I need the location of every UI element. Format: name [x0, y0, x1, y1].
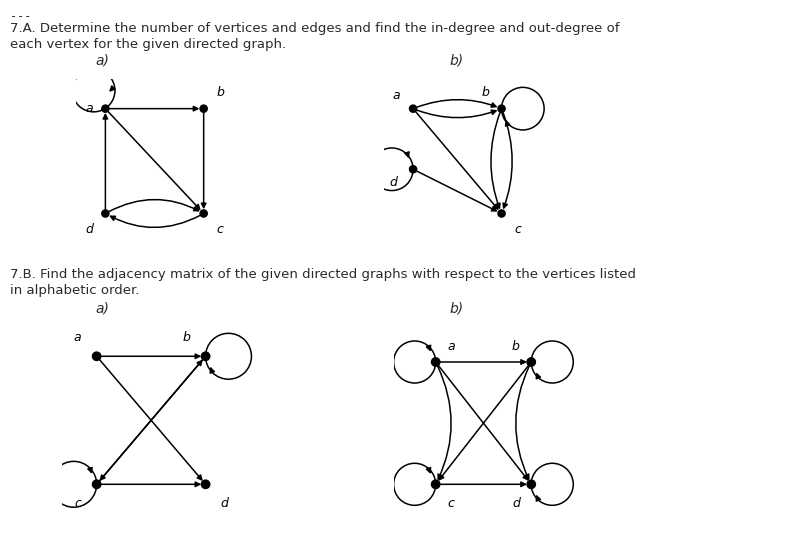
Text: each vertex for the given directed graph.: each vertex for the given directed graph… [10, 38, 286, 51]
Circle shape [527, 480, 536, 489]
Text: c: c [447, 497, 454, 510]
Text: b: b [481, 86, 489, 99]
Text: a): a) [95, 302, 109, 316]
Text: a: a [393, 89, 401, 102]
Circle shape [409, 105, 417, 112]
Text: c: c [514, 223, 522, 236]
Circle shape [201, 352, 210, 360]
Text: a): a) [95, 54, 109, 68]
Text: d: d [390, 176, 398, 189]
Text: a: a [73, 331, 81, 343]
Circle shape [409, 165, 417, 173]
Text: c: c [217, 223, 223, 236]
Circle shape [200, 210, 208, 217]
Circle shape [102, 105, 109, 112]
Text: d: d [221, 497, 229, 510]
Circle shape [432, 358, 440, 366]
Text: ---: --- [10, 10, 32, 23]
Text: in alphabetic order.: in alphabetic order. [10, 284, 140, 297]
Circle shape [432, 480, 440, 489]
Circle shape [201, 480, 210, 489]
Circle shape [200, 105, 208, 112]
Text: c: c [74, 497, 81, 510]
Text: 7.A. Determine the number of vertices and edges and find the in-degree and out-d: 7.A. Determine the number of vertices an… [10, 22, 619, 35]
Circle shape [92, 480, 101, 489]
Circle shape [498, 105, 505, 112]
Text: d: d [85, 223, 93, 236]
Text: 7.B. Find the adjacency matrix of the given directed graphs with respect to the : 7.B. Find the adjacency matrix of the gi… [10, 268, 636, 281]
Text: d: d [512, 497, 520, 510]
Circle shape [102, 210, 109, 217]
Circle shape [92, 352, 101, 360]
Text: b: b [182, 331, 190, 343]
Text: a: a [447, 340, 454, 353]
Circle shape [498, 210, 505, 217]
Text: b): b) [450, 302, 464, 316]
Circle shape [527, 358, 536, 366]
Text: a: a [85, 102, 93, 115]
Text: b: b [512, 340, 520, 353]
Text: b: b [216, 86, 224, 99]
Text: b): b) [450, 54, 464, 68]
